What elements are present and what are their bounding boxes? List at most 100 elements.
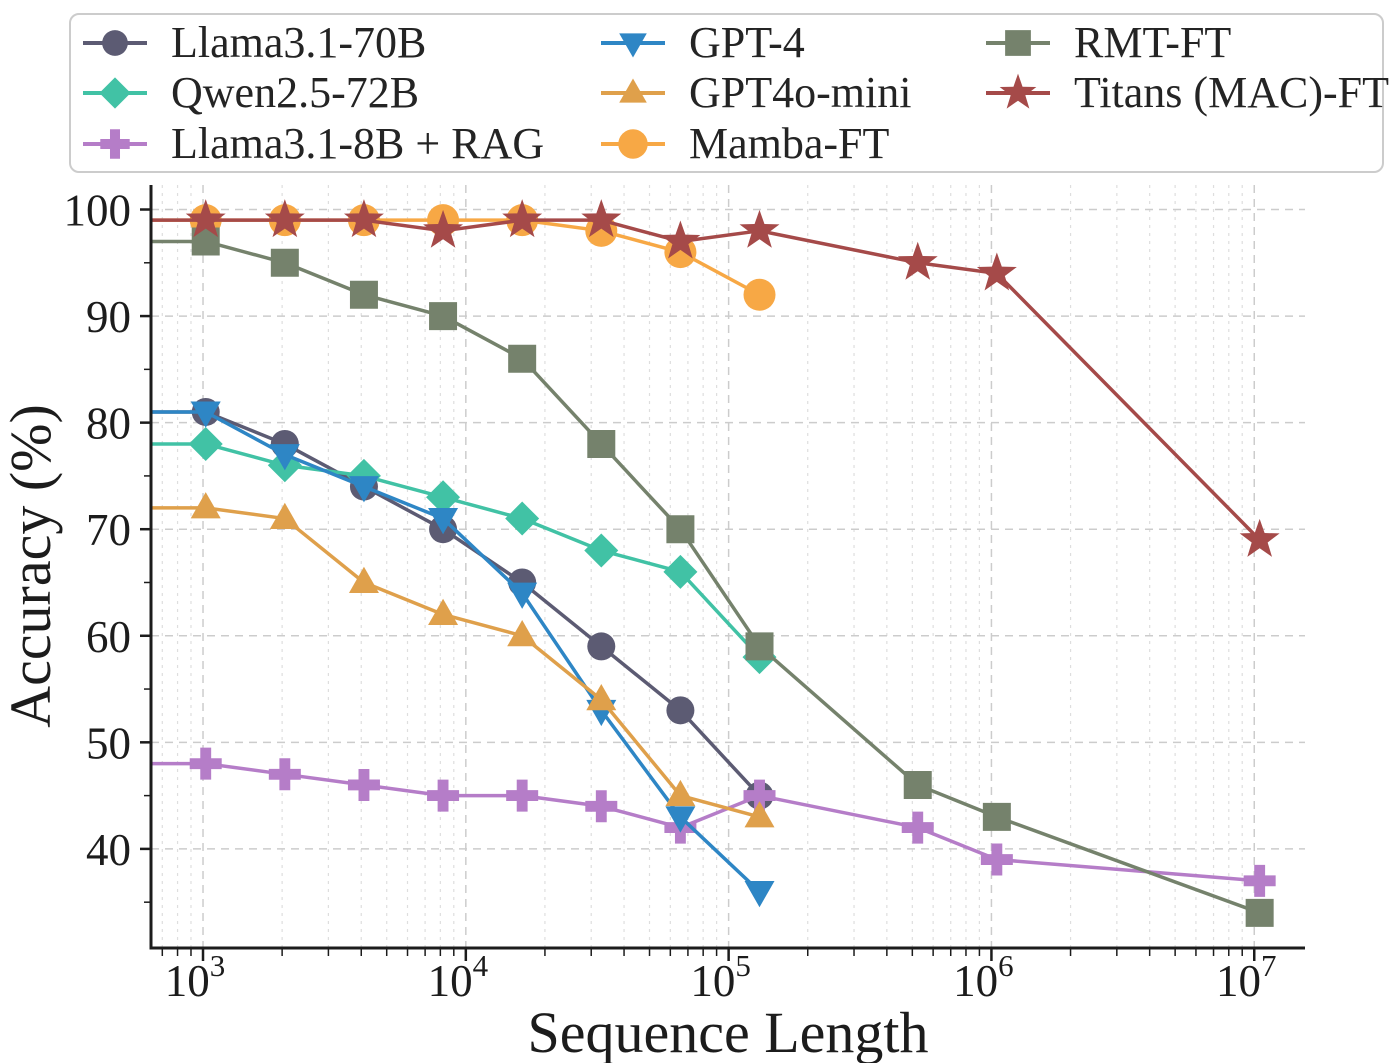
data-point-llama31-8b-rag [980, 843, 1013, 876]
legend-item-llama31-70b: Llama3.1-70B [83, 19, 426, 67]
diamond-marker-icon [83, 71, 147, 115]
series-line-rmt-ft [151, 239, 1261, 915]
legend-item-gpt4o-mini: GPT4o-mini [601, 69, 911, 117]
y-tick-label: 90 [86, 292, 131, 342]
data-point-gpt-4 [348, 476, 379, 503]
data-point-rmt-ft [1245, 898, 1274, 927]
legend-marker-rmt-ft [1005, 30, 1031, 56]
data-point-titans-mac-ft [897, 241, 938, 280]
data-point-titans-mac-ft [660, 220, 701, 259]
circle-marker-icon [601, 122, 665, 166]
diamond-marker-glyph [83, 77, 147, 109]
data-point-llama31-8b-rag [585, 790, 618, 823]
legend-label-mamba-ft: Mamba-FT [689, 119, 890, 168]
data-point-rmt-ft [982, 802, 1011, 831]
data-point-llama31-8b-rag [1243, 864, 1276, 897]
legend-item-gpt-4: GPT-4 [601, 19, 805, 67]
legend-label-titans-mac-ft: Titans (MAC)-FT [1074, 68, 1389, 117]
data-point-titans-mac-ft [502, 199, 543, 238]
data-point-qwen25-72b [584, 533, 619, 568]
x-tick-exponent: 3 [210, 948, 226, 983]
data-point-titans-mac-ft [976, 252, 1017, 291]
legend-marker-llama31-8b-rag [100, 129, 130, 159]
series-titans-mac-ft [151, 199, 1280, 557]
data-point-gpt4o-mini [586, 683, 617, 711]
legend-item-llama31-8b-rag: Llama3.1-8B + RAG [83, 120, 544, 168]
y-axis-title: Accuracy (%) [0, 404, 63, 728]
square-marker-glyph [986, 30, 1050, 56]
data-point-llama31-8b-rag [901, 811, 934, 844]
data-point-llama31-8b-rag [347, 768, 380, 801]
data-point-qwen25-72b [426, 480, 461, 515]
data-point-llama31-8b-rag [427, 779, 460, 812]
data-point-titans-mac-ft [185, 199, 226, 238]
legend: Llama3.1-70B Qwen2.5-72B Llama3.1-8B + RAG… [69, 13, 1389, 173]
data-point-gpt-4 [428, 508, 459, 535]
data-point-qwen25-72b [663, 554, 698, 589]
legend-item-qwen25-72b: Qwen2.5-72B [83, 69, 419, 117]
triangle-up-marker-glyph [601, 78, 665, 103]
legend-item-mamba-ft: Mamba-FT [601, 120, 889, 168]
data-point-gpt4o-mini [665, 779, 696, 807]
axis-layer: 103 104 105 106 107 40 50 60 70 80 90 100 [64, 185, 1305, 1006]
y-tick-label: 80 [86, 399, 131, 449]
x-tick-label: 105 [690, 948, 751, 1006]
plus-marker-glyph [83, 129, 147, 159]
legend-marker-gpt-4 [619, 33, 647, 58]
data-point-gpt-4 [269, 444, 300, 471]
data-point-llama31-8b-rag [268, 758, 301, 791]
x-tick-exponent: 4 [473, 948, 489, 983]
data-point-gpt-4 [665, 806, 696, 833]
y-tick-label: 50 [86, 718, 131, 768]
legend-marker-llama31-70b [102, 30, 128, 56]
x-tick-exponent: 5 [735, 948, 751, 983]
x-tick-label: 103 [165, 948, 226, 1006]
y-tick-label: 40 [86, 825, 131, 875]
data-point-mamba-ft [743, 278, 776, 311]
legend-marker-titans-mac-ft [999, 73, 1037, 109]
data-point-llama31-8b-rag [743, 779, 776, 812]
legend-label-rmt-ft: RMT-FT [1074, 18, 1232, 67]
data-point-rmt-ft [666, 515, 695, 544]
data-point-rmt-ft [429, 302, 458, 331]
y-tick-label: 60 [86, 612, 131, 662]
data-point-rmt-ft [745, 632, 774, 661]
x-axis-title: Sequence Length [527, 1000, 928, 1063]
x-tick-exponent: 7 [1261, 948, 1277, 983]
data-point-gpt4o-mini [507, 620, 538, 647]
data-point-qwen25-72b [505, 501, 540, 536]
data-point-gpt4o-mini [744, 801, 775, 828]
legend-marker-gpt4o-mini [619, 78, 647, 103]
data-point-titans-mac-ft [581, 199, 622, 238]
data-point-rmt-ft [903, 770, 932, 799]
star-marker-glyph [986, 73, 1050, 109]
data-point-llama31-70b [666, 696, 695, 725]
circle-marker-glyph [83, 30, 147, 56]
series-line-qwen25-72b [151, 442, 761, 659]
series-rmt-ft [151, 227, 1274, 927]
data-point-gpt4o-mini [348, 566, 379, 593]
legend-item-titans-mac-ft: Titans (MAC)-FT [986, 69, 1389, 117]
legend-label-llama31-8b-rag: Llama3.1-8B + RAG [171, 119, 545, 168]
series-llama31-8b-rag [151, 747, 1276, 897]
data-point-qwen25-72b [188, 426, 223, 461]
legend-marker-mamba-ft [618, 129, 648, 159]
legend-label-gpt-4: GPT-4 [689, 18, 805, 67]
x-tick-label: 104 [428, 948, 489, 1006]
data-point-titans-mac-ft [423, 209, 464, 248]
data-point-gpt4o-mini [428, 598, 459, 625]
series-line-titans-mac-ft [151, 218, 1261, 542]
x-tick-label: 107 [1216, 948, 1277, 1006]
data-point-gpt4o-mini [269, 502, 300, 530]
circle-marker-glyph [601, 129, 665, 159]
data-point-gpt-4 [507, 582, 538, 609]
triangle-down-marker-glyph [601, 33, 665, 58]
series-layer [151, 199, 1280, 927]
series-line-gpt4o-mini [151, 506, 760, 819]
data-point-llama31-70b [587, 632, 616, 661]
data-point-rmt-ft [508, 344, 537, 373]
grid-layer [151, 185, 1305, 948]
legend-label-qwen25-72b: Qwen2.5-72B [171, 68, 420, 117]
